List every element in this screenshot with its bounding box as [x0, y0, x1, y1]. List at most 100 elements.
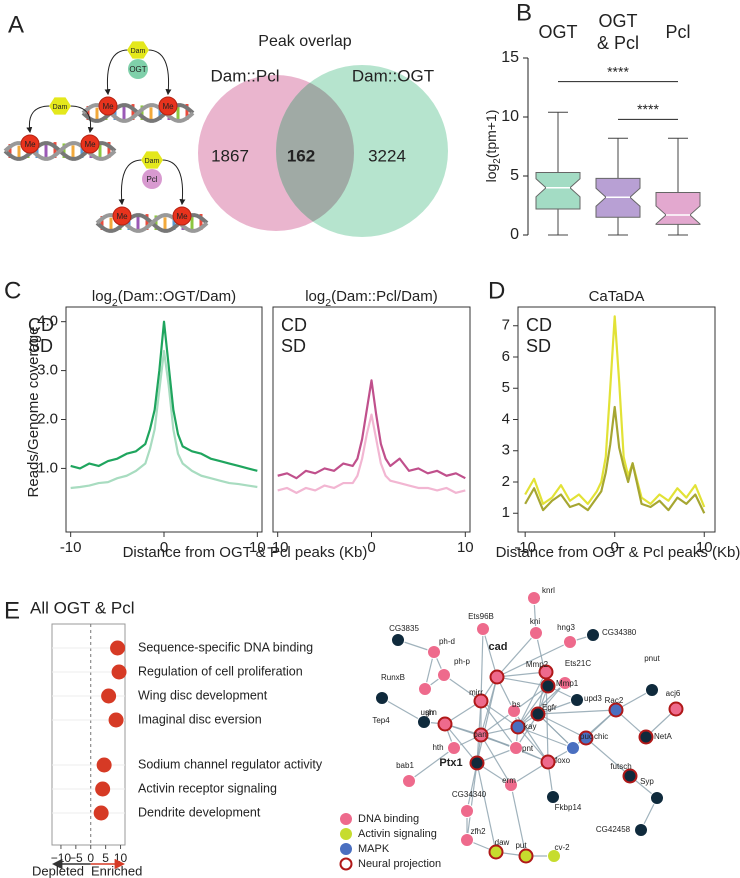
dot [93, 805, 109, 821]
methyl-arrow [104, 49, 129, 96]
network-edge [585, 737, 631, 777]
network-node [546, 790, 560, 804]
legend-label: MAPK [358, 843, 390, 855]
node-label: CG34380 [602, 628, 637, 637]
network-edge [572, 709, 617, 749]
dam-label: Dam [145, 158, 160, 165]
node-label: hng3 [557, 623, 575, 632]
node-label: CG34340 [452, 790, 487, 799]
category-label: Sodium channel regulator activity [138, 757, 323, 771]
network-edge [496, 671, 547, 678]
y-tick-label: 10 [501, 108, 519, 125]
node-label: pan [473, 730, 486, 739]
methyl-group [98, 96, 118, 116]
network-edge [510, 784, 527, 857]
network-edge [476, 676, 498, 764]
y-tick-label: 7 [502, 317, 510, 334]
x-tick-label: 0 [367, 539, 375, 556]
dam-enzyme [141, 151, 163, 169]
network-node [638, 729, 654, 745]
fusion-partner [128, 59, 148, 79]
node-label: acj6 [666, 689, 681, 698]
y-tick-label: 1 [502, 504, 510, 521]
legend-label: DNA binding [358, 813, 419, 825]
x-tick-label: 10 [457, 539, 474, 556]
network-node [529, 626, 543, 640]
category-label: Sequence-specific DNA binding [138, 640, 313, 654]
methyl-label: Me [116, 212, 128, 221]
legend-label: Neural projection [358, 858, 441, 870]
node-label: pnut [644, 654, 660, 663]
y-axis-label-part: (tpm+1) [483, 110, 499, 159]
panel-letter: D [488, 277, 505, 304]
network-node [566, 741, 580, 755]
dot [95, 781, 111, 797]
schematic: Me Me Dam Pcl [95, 151, 209, 233]
node-label: foxo [555, 756, 571, 765]
fusion-partner [142, 169, 162, 189]
legend-swatch [340, 828, 352, 840]
group-label: OGT [539, 22, 578, 42]
line-series [277, 379, 466, 480]
y-axis-label-part: 2 [492, 158, 503, 163]
node-label: Mmp2 [526, 660, 549, 669]
schematic: Me Me Dam OGT [81, 41, 195, 123]
x-tick-label: 0 [611, 539, 619, 556]
node-label: futsch [610, 762, 631, 771]
partner-label: OGT [129, 65, 146, 74]
chart-title: log2(Dam::OGT/Dam) [92, 288, 236, 309]
venn-count: 1867 [211, 146, 249, 165]
network-edge [513, 710, 549, 763]
venn-set-label: Dam::OGT [352, 66, 434, 85]
y-axis-label-part: log [483, 164, 499, 183]
dot [96, 757, 112, 773]
node-label: Ptx1 [439, 757, 462, 769]
node-label: pnt [522, 744, 534, 753]
node-label: puc [580, 732, 593, 741]
node-label: daw [495, 838, 510, 847]
network-edge [443, 674, 482, 702]
network-node [540, 678, 556, 694]
network-edge [517, 685, 549, 728]
plot-frame [51, 623, 126, 846]
y-tick-label: 5 [502, 379, 510, 396]
node-label: knrl [542, 586, 555, 595]
x-tick-label: 0 [160, 539, 168, 556]
network-node [650, 791, 664, 805]
methyl-label: Me [162, 102, 174, 111]
plot-frame [65, 306, 263, 533]
group-label-line: & Pcl [597, 33, 639, 53]
x-axis-label: Depleted [32, 863, 84, 878]
group-label: OGT & Pcl [597, 11, 639, 53]
methyl-group [172, 206, 192, 226]
dam-label: Dam [53, 104, 68, 111]
methyl-label: Me [102, 102, 114, 111]
network-node [489, 669, 505, 685]
methyl-label: Me [24, 140, 36, 149]
network-edge [381, 697, 425, 723]
category-label: Imaginal disc eversion [138, 712, 262, 726]
network-node [507, 704, 521, 718]
y-tick-label: 2.0 [37, 410, 58, 427]
network-edge [517, 726, 549, 763]
network-edge [466, 762, 478, 841]
x-tick-label: -10 [60, 539, 82, 556]
node-label: put [515, 841, 527, 850]
dot [101, 688, 117, 704]
network-node [540, 754, 556, 770]
network-edge [480, 700, 517, 749]
node-label: bab1 [396, 761, 414, 770]
network-node [473, 727, 489, 743]
methyl-group [80, 134, 100, 154]
line-series [524, 405, 706, 514]
panel-letter: A [8, 11, 24, 38]
network-edge [480, 734, 512, 786]
node-label: RunxB [381, 673, 405, 682]
y-tick-label: 4 [502, 410, 510, 427]
network-edge [466, 762, 478, 812]
dam-enzyme [127, 41, 149, 59]
node-label: cad [489, 641, 508, 653]
network-node [608, 702, 624, 718]
network-node [570, 693, 584, 707]
x-tick-label: 0 [87, 851, 94, 865]
